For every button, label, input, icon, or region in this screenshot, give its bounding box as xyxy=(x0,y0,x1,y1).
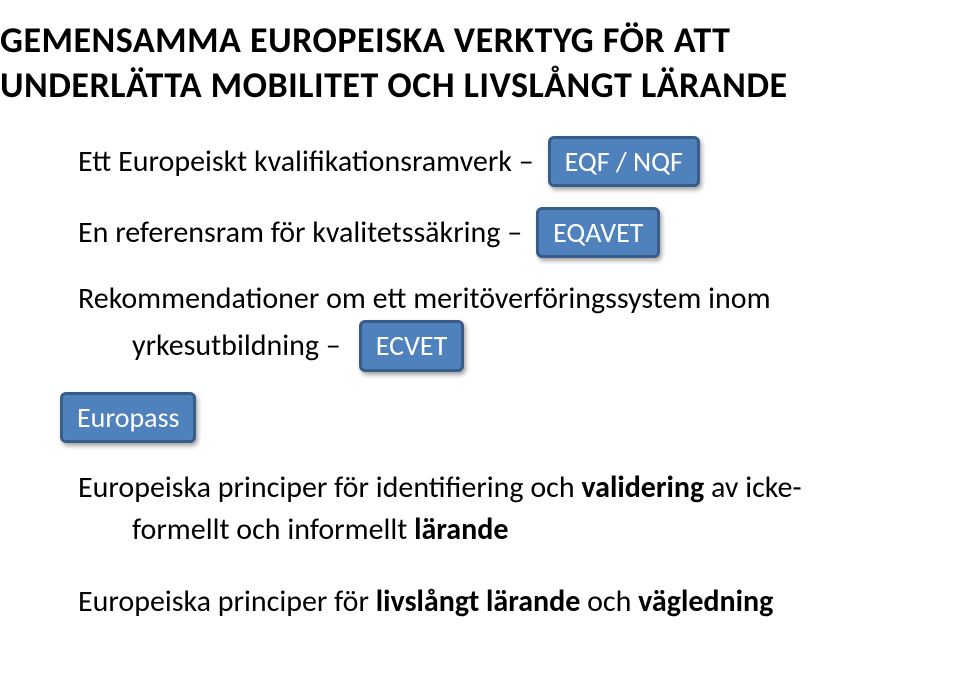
rec-line-1: Rekommendationer om ett meritöverförings… xyxy=(78,278,900,320)
row-principles: Europeiska principer för identifiering o… xyxy=(78,467,900,551)
guidance-bold-1: livslångt lärande xyxy=(376,583,581,620)
row-ecvet: Rekommendationer om ett meritöverförings… xyxy=(78,278,900,371)
row-eqf-text: Ett Europeiskt kvalifikationsramverk – xyxy=(78,141,534,183)
rec-line-2: yrkesutbildning – ECVET xyxy=(78,320,900,371)
principles-line-2: formellt och informellt lärande xyxy=(78,509,900,551)
title-line-2: UNDERLÄTTA MOBILITET OCH LIVSLÅNGT LÄRAN… xyxy=(0,63,788,107)
badge-europass: Europass xyxy=(60,392,196,443)
slide: GEMENSAMMA EUROPEISKA VERKTYG FÖR ATT UN… xyxy=(0,0,960,673)
guidance-bold-2: vägledning xyxy=(638,583,773,620)
principles-pre: Europeiska principer för identifiering o… xyxy=(78,469,581,506)
title-line-1: GEMENSAMMA EUROPEISKA VERKTYG FÖR ATT xyxy=(0,18,730,62)
row-eqavet-text: En referensram för kvalitetssäkring – xyxy=(78,212,522,254)
principles-bold-1: validering xyxy=(581,469,704,506)
principles-line2-pre: formellt och informellt xyxy=(132,511,414,548)
slide-title: GEMENSAMMA EUROPEISKA VERKTYG FÖR ATT UN… xyxy=(0,18,960,108)
row-eqavet: En referensram för kvalitetssäkring – EQ… xyxy=(78,207,900,258)
badge-eqf: EQF / NQF xyxy=(548,136,700,187)
slide-body: Ett Europeiskt kvalifikationsramverk – E… xyxy=(0,108,960,623)
guidance-pre: Europeiska principer för xyxy=(78,583,376,620)
principles-mid: av icke- xyxy=(704,469,801,506)
row-guidance: Europeiska principer för livslångt läran… xyxy=(78,581,900,623)
rec-line-2-text: yrkesutbildning – xyxy=(132,325,341,367)
guidance-mid: och xyxy=(580,583,638,620)
principles-bold-2: lärande xyxy=(414,511,508,548)
badge-ecvet: ECVET xyxy=(359,320,464,371)
row-europass: Europass xyxy=(60,392,900,443)
badge-eqavet: EQAVET xyxy=(536,207,660,258)
principles-line-1: Europeiska principer för identifiering o… xyxy=(78,467,900,509)
row-eqf: Ett Europeiskt kvalifikationsramverk – E… xyxy=(78,136,900,187)
